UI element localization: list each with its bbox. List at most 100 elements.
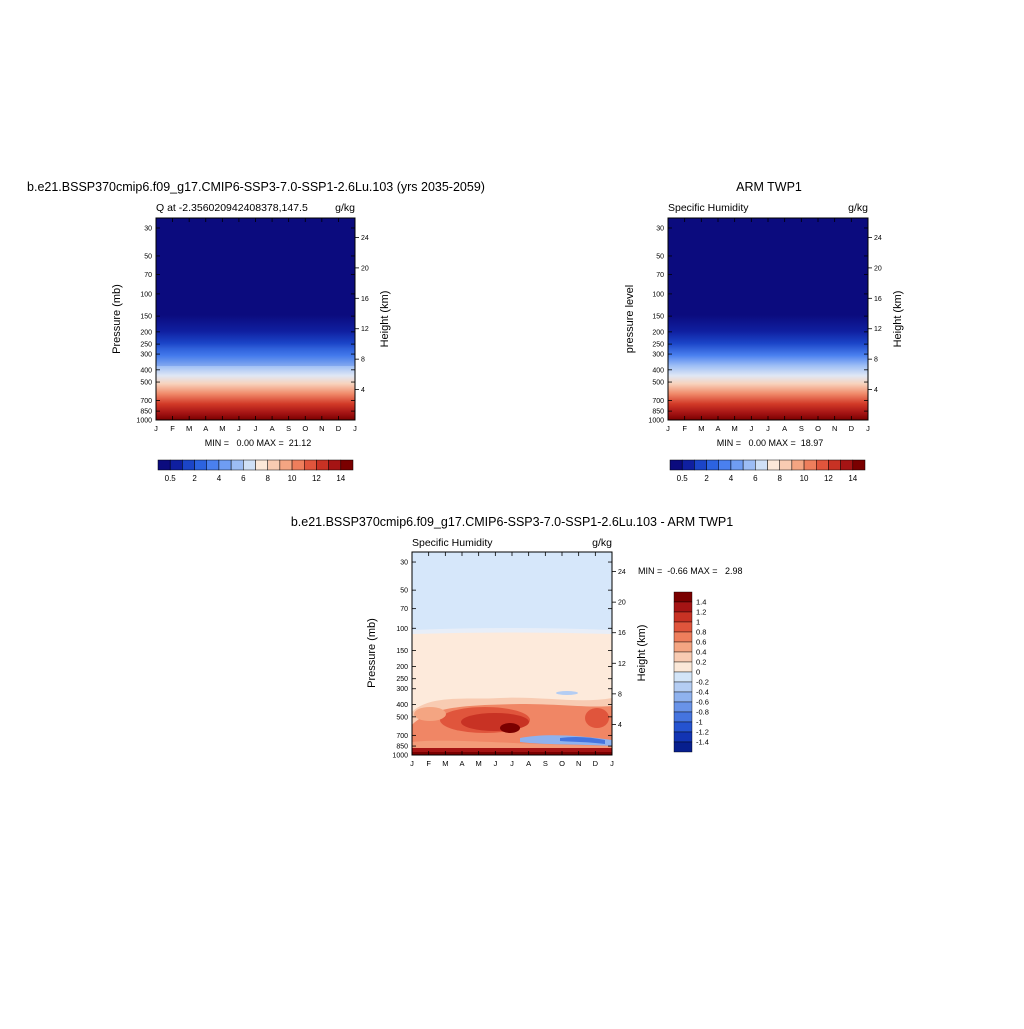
panel-obs: ARM TWP1 Specific Humidity g/kg 30 50 70 10… [624,180,904,483]
x-tick-label: J [353,424,357,433]
colorbar-label: 0.5 [677,474,689,483]
height-tick-label: 24 [874,235,882,242]
colorbar-label: 6 [241,474,246,483]
height-tick-label: 16 [361,296,369,303]
x-tick-label: N [832,424,837,433]
y-tick-label: 1000 [392,753,408,760]
colorbar-label: 12 [824,474,833,483]
x-tick-label: J [510,759,514,768]
panel-obs-title: ARM TWP1 [736,180,802,194]
panel-obs-units: g/kg [848,202,868,214]
x-tick-label: M [186,424,192,433]
x-tick-label: J [493,759,497,768]
colorbar-label: -0.2 [696,678,709,687]
panel-model-field [156,218,355,420]
y-tick-label: 70 [656,272,664,279]
colorbar-label: 1.2 [696,608,706,617]
colorbar-label: 4 [729,474,734,483]
colorbar-label: 14 [848,474,857,483]
colorbar-swatch [791,459,805,471]
colorbar-swatch [673,651,693,663]
colorbar-swatch [852,459,866,471]
height-tick-label: 12 [361,326,369,333]
colorbar-swatch [673,741,693,753]
colorbar-label: 0.6 [696,638,706,647]
colorbar-swatch [673,691,693,703]
y-tick-label: 700 [140,398,152,405]
y-tick-label: 250 [652,342,664,349]
y-tick-label: 250 [396,676,408,683]
colorbar-swatch [291,459,305,471]
height-tick-label: 24 [361,235,369,242]
panel-obs-subtitle: Specific Humidity [668,202,749,214]
height-tick-label: 4 [618,722,622,729]
height-tick-label: 4 [874,387,878,394]
colorbar-label: -0.4 [696,688,709,697]
colorbar-swatch [673,621,693,633]
y-tick-label: 50 [400,588,408,595]
colorbar-label: -0.6 [696,698,709,707]
x-tick-label: N [576,759,581,768]
x-tick-label: M [732,424,738,433]
colorbar-label: 10 [800,474,809,483]
height-tick-label: 20 [618,600,626,607]
colorbar-swatch [840,459,854,471]
colorbar-swatch [779,459,793,471]
colorbar-swatch [673,591,693,603]
y-tick-label: 1000 [648,418,664,425]
x-tick-label: J [866,424,870,433]
x-tick-label: N [319,424,324,433]
colorbar-swatch [673,721,693,733]
panel-diff-ylabel-right: Height (km) [636,625,648,682]
x-tick-label: J [410,759,414,768]
colorbar-swatch [673,701,693,713]
y-tick-label: 100 [396,626,408,633]
colorbar-swatch [340,459,354,471]
y-tick-label: 100 [140,291,152,298]
x-tick-label: S [543,759,548,768]
x-tick-label: A [715,424,720,433]
colorbar-swatch [730,459,744,471]
colorbar-label: 6 [753,474,758,483]
height-tick-label: 12 [874,326,882,333]
panel-obs-ylabel-right: Height (km) [892,291,904,348]
colorbar-swatch [157,459,171,471]
x-tick-label: F [426,759,431,768]
x-tick-label: D [593,759,599,768]
colorbar-label: -0.8 [696,708,709,717]
y-tick-label: 50 [656,253,664,260]
x-tick-label: D [336,424,342,433]
x-tick-label: D [849,424,855,433]
colorbar-swatch [194,459,207,471]
x-tick-label: J [254,424,258,433]
x-tick-label: M [219,424,225,433]
x-tick-label: A [203,424,208,433]
colorbar-swatch [706,459,719,471]
colorbar-swatch [673,711,693,723]
y-tick-label: 250 [140,342,152,349]
colorbar-label: 4 [217,474,222,483]
y-tick-label: 700 [652,398,664,405]
height-tick-label: 16 [618,630,626,637]
y-tick-label: 70 [400,606,408,613]
y-tick-label: 400 [652,367,664,374]
x-tick-label: A [526,759,531,768]
x-tick-label: S [799,424,804,433]
colorbar-label: 8 [265,474,270,483]
colorbar-label: 0.2 [696,658,706,667]
colorbar-label: 0.4 [696,648,706,657]
x-tick-label: J [749,424,753,433]
colorbar-label: 8 [777,474,782,483]
panel-model-dryband [156,348,355,366]
y-tick-label: 700 [396,733,408,740]
colorbar-label: 14 [336,474,345,483]
colorbar-swatch [767,459,780,471]
colorbar-swatch [243,459,256,471]
x-tick-label: J [666,424,670,433]
x-tick-label: O [815,424,821,433]
colorbar-swatch [755,459,768,471]
panel-difference: b.e21.BSSP370cmip6.f09_g17.CMIP6-SSP3-7.… [291,515,743,768]
colorbar-swatch [304,459,317,471]
y-tick-label: 850 [396,744,408,751]
panel-model-units: g/kg [335,202,355,214]
